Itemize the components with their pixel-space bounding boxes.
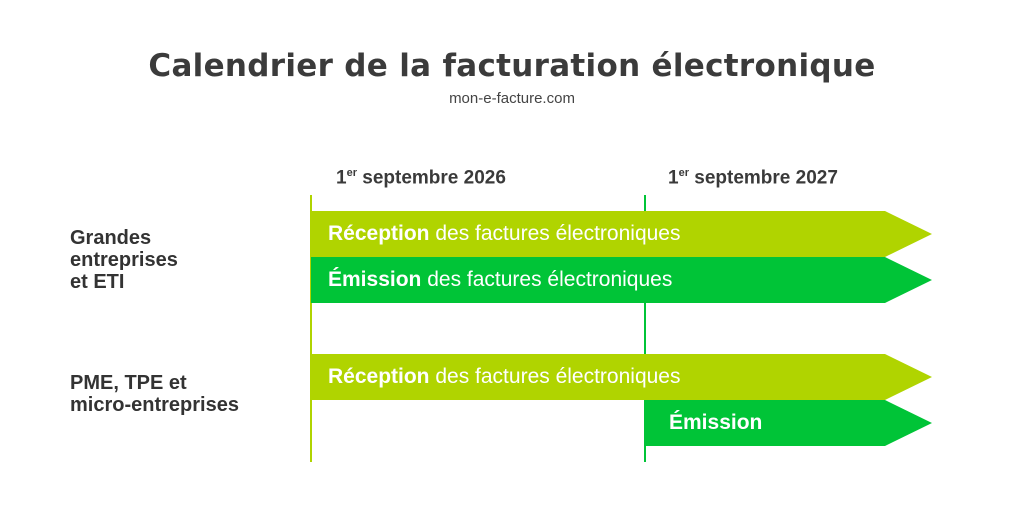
- bar-sme-emission: Émission: [645, 400, 932, 446]
- group-label-sme: PME, TPE et micro-entreprises: [70, 372, 239, 416]
- date-label-2026: 1er septembre 2026: [336, 167, 506, 189]
- date-label-2027: 1er septembre 2027: [668, 167, 838, 189]
- bar-large-reception: Réception des factures électroniques: [311, 211, 932, 257]
- page-title: Calendrier de la facturation électroniqu…: [148, 48, 876, 84]
- group-label-large-companies: Grandes entreprises et ETI: [70, 227, 178, 293]
- timeline-marker-2026: [310, 195, 312, 462]
- bar-large-emission: Émission des factures électroniques: [311, 257, 932, 303]
- bar-sme-reception: Réception des factures électroniques: [311, 354, 932, 400]
- subtitle: mon-e-facture.com: [449, 90, 575, 107]
- timeline-marker-2027: [644, 195, 646, 462]
